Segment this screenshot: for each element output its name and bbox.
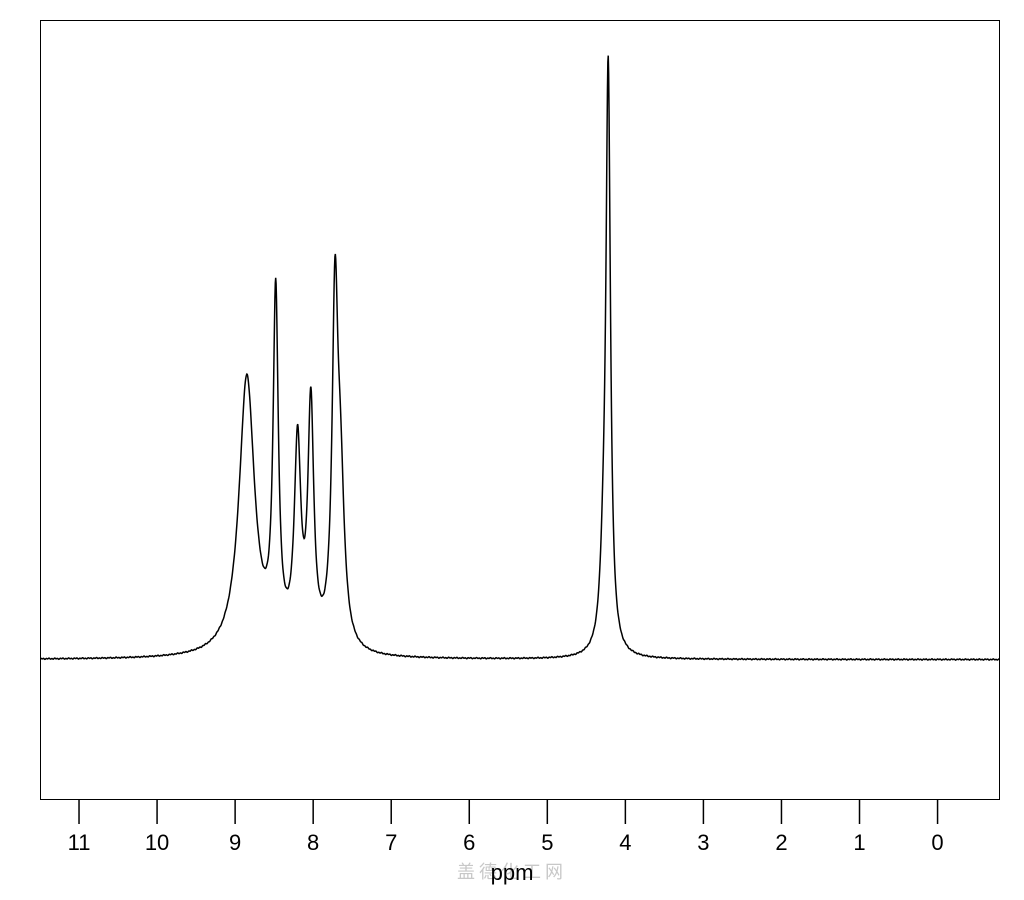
x-tick-label: 11 bbox=[68, 830, 91, 856]
x-tick-label: 7 bbox=[385, 830, 397, 856]
x-tick-label: 2 bbox=[775, 830, 787, 856]
x-tick-label: 6 bbox=[463, 830, 475, 856]
x-tick-label: 0 bbox=[931, 830, 943, 856]
x-tick-label: 1 bbox=[853, 830, 865, 856]
x-axis-label: ppm bbox=[0, 860, 1024, 886]
x-tick-label: 3 bbox=[697, 830, 709, 856]
spectrum-trace bbox=[40, 56, 1000, 661]
x-tick-label: 4 bbox=[619, 830, 631, 856]
x-tick-label: 5 bbox=[541, 830, 553, 856]
x-tick-label: 8 bbox=[307, 830, 319, 856]
x-tick-label: 9 bbox=[229, 830, 241, 856]
nmr-spectrum bbox=[40, 20, 1000, 800]
x-tick-label: 10 bbox=[145, 830, 169, 856]
plot-container bbox=[40, 20, 1000, 800]
